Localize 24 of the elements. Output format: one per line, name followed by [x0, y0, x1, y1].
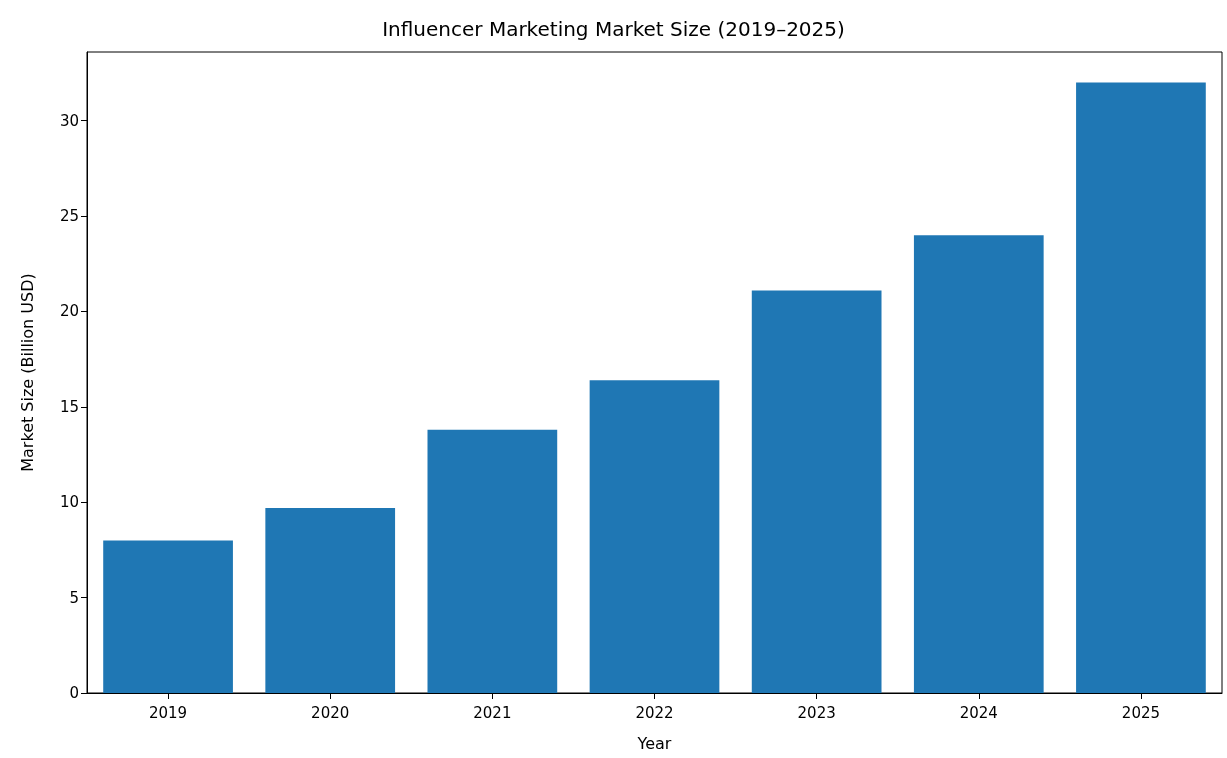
y-tick-label: 0 [69, 684, 79, 702]
y-tick-label: 10 [59, 493, 79, 512]
bar [103, 540, 233, 693]
y-tick-label: 20 [59, 302, 79, 321]
y-tick-label: 15 [59, 397, 79, 416]
y-axis-title: Market Size (Billion USD) [17, 273, 37, 472]
bar [427, 429, 558, 693]
chart-title: Influencer Marketing Market Size (2019–2025) [382, 17, 845, 41]
y-tick-label: 30 [59, 111, 79, 130]
bar [265, 507, 396, 693]
y-tick-label: 25 [59, 207, 79, 226]
x-tick-label: 2024 [959, 703, 998, 722]
y-tick-label: 5 [69, 588, 79, 607]
x-tick-label: 2022 [635, 703, 674, 722]
bar [1076, 82, 1206, 693]
x-tick-label: 2021 [473, 703, 512, 722]
x-tick-label: 2025 [1121, 703, 1161, 722]
bar [751, 290, 882, 693]
x-axis-title: Year [636, 733, 672, 753]
bar [913, 235, 1044, 693]
bar [589, 380, 720, 693]
x-tick-label: 2020 [311, 703, 350, 722]
x-tick-label: 2023 [797, 703, 836, 722]
x-tick-label: 2019 [148, 703, 188, 722]
